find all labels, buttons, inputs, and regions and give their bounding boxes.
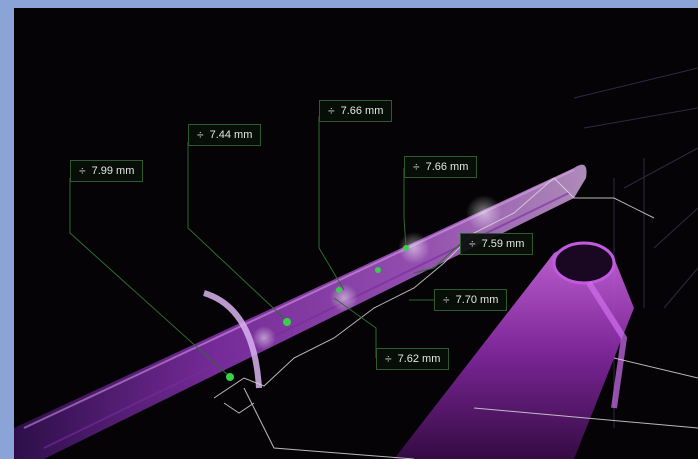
measurement-label-5[interactable]: ÷ 7.59 mm <box>460 233 534 255</box>
measurement-label-2[interactable]: ÷ 7.44 mm <box>188 124 262 146</box>
measurement-value: 7.99 mm <box>91 165 135 177</box>
thickness-measure-icon: ÷ <box>443 293 450 307</box>
measurement-label-3[interactable]: ÷ 7.66 mm <box>319 100 393 122</box>
thickness-measure-icon: ÷ <box>385 352 392 366</box>
measurement-value: 7.66 mm <box>425 161 469 173</box>
main-pipe <box>14 164 587 459</box>
measurement-markers <box>226 245 409 381</box>
window-frame-left <box>0 0 14 459</box>
measurement-value: 7.59 mm <box>481 238 525 250</box>
measurement-label-6[interactable]: ÷ 7.70 mm <box>434 289 508 311</box>
measurement-label-7[interactable]: ÷ 7.62 mm <box>376 348 450 370</box>
measurement-value: 7.44 mm <box>209 129 253 141</box>
contour-lines <box>213 177 698 459</box>
lower-pipe <box>394 241 634 459</box>
thickness-measure-icon: ÷ <box>197 128 204 142</box>
thickness-measure-icon: ÷ <box>469 237 476 251</box>
thickness-measure-icon: ÷ <box>79 164 86 178</box>
measurement-value: 7.66 mm <box>340 105 384 117</box>
point-cloud-viewport[interactable]: ÷ 7.99 mm ÷ 7.44 mm ÷ 7.66 mm ÷ 7.66 mm … <box>14 8 698 459</box>
leader-lines <box>69 116 461 377</box>
thickness-measure-icon: ÷ <box>328 104 335 118</box>
measurement-label-1[interactable]: ÷ 7.99 mm <box>70 160 144 182</box>
measurement-value: 7.62 mm <box>397 353 441 365</box>
window-frame-top <box>0 0 640 8</box>
measurement-label-4[interactable]: ÷ 7.66 mm <box>404 156 478 178</box>
point-cloud-scene <box>14 67 698 459</box>
thickness-measure-icon: ÷ <box>413 160 420 174</box>
measurement-value: 7.70 mm <box>455 294 499 306</box>
